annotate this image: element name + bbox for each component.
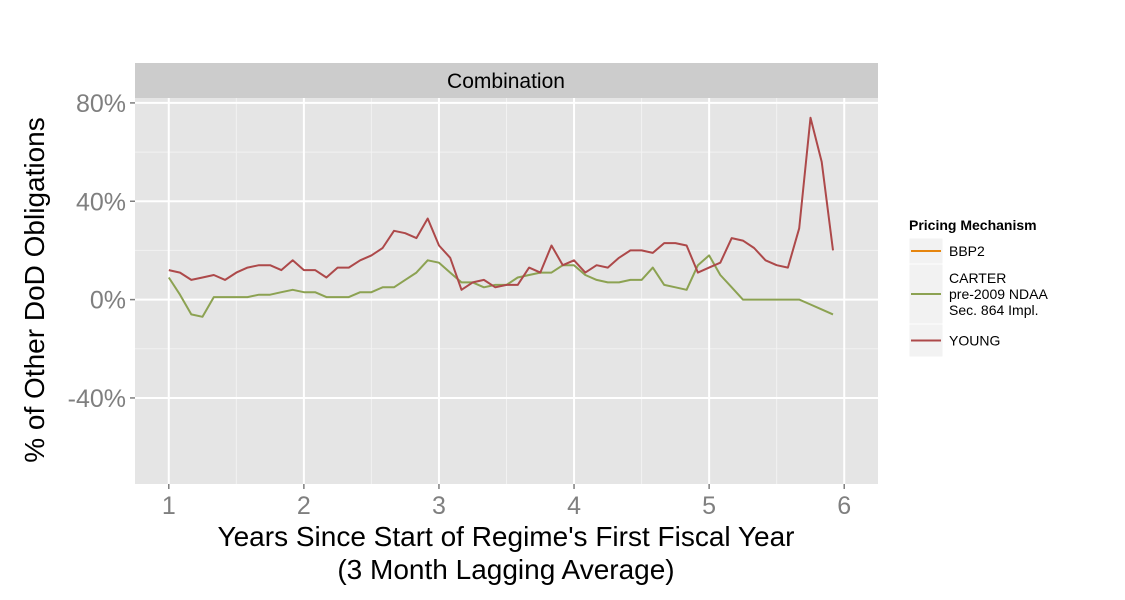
- series-group: [167, 116, 834, 318]
- x-tick-label: 4: [567, 492, 581, 520]
- facet-title: Combination: [447, 70, 565, 93]
- facet-strip: [135, 63, 878, 98]
- x-tick-label: 5: [702, 492, 716, 520]
- x-axis: 1 2 3 4 5 6: [162, 484, 851, 520]
- y-axis: -40% 0% 40% 80%: [68, 90, 135, 413]
- series-line-carter: [167, 254, 834, 318]
- y-tick-label: -40%: [68, 385, 126, 413]
- x-tick-label: 2: [297, 492, 311, 520]
- legend-label: pre-2009 NDAA: [949, 286, 1048, 302]
- series-line-young: [168, 116, 834, 291]
- x-axis-sublabel: (3 Month Lagging Average): [337, 554, 674, 585]
- x-tick-label: 3: [432, 492, 446, 520]
- y-tick-label: 0%: [90, 287, 126, 315]
- legend-title: Pricing Mechanism: [909, 217, 1037, 233]
- legend-label: YOUNG: [949, 333, 1000, 349]
- legend-label: Sec. 864 Impl.: [949, 302, 1039, 318]
- x-tick-label: 1: [162, 492, 176, 520]
- y-tick-label: 40%: [76, 188, 126, 216]
- y-axis-label: % of Other DoD Obligations: [19, 117, 50, 463]
- x-axis-label: Years Since Start of Regime's First Fisc…: [218, 521, 795, 552]
- x-tick-label: 6: [837, 492, 851, 520]
- legend-label: BBP2: [949, 243, 985, 259]
- legend-label: CARTER: [949, 270, 1006, 286]
- grid: [135, 98, 878, 484]
- y-tick-label: 80%: [76, 90, 126, 118]
